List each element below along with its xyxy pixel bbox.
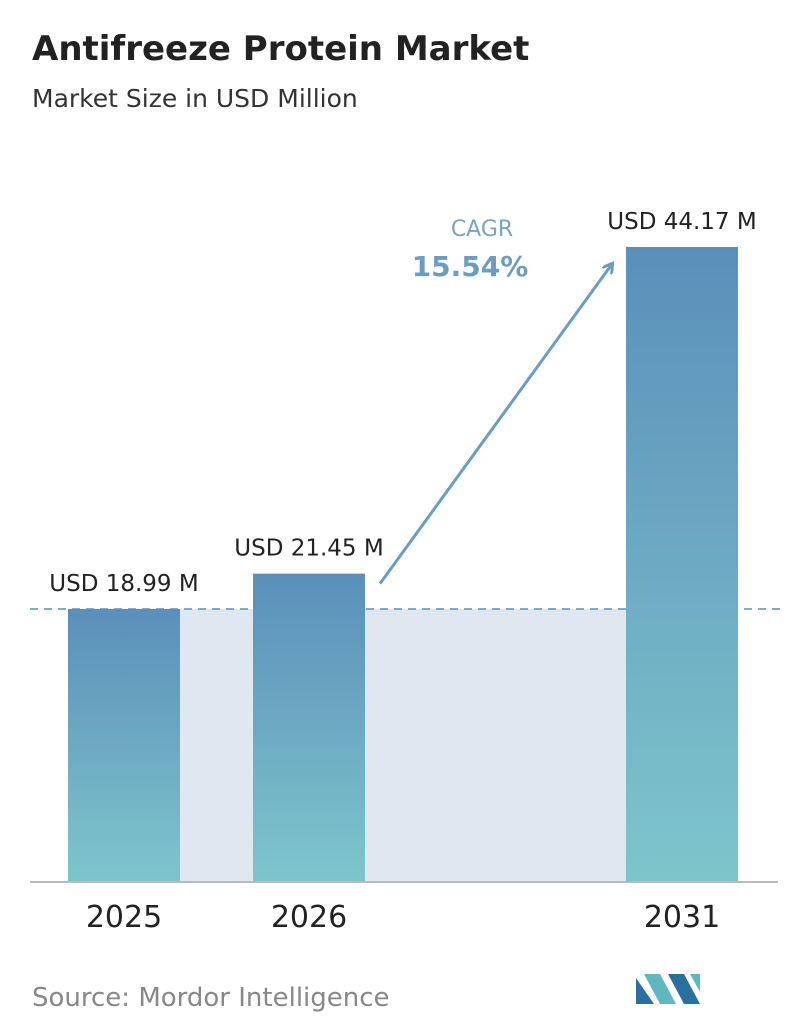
x-tick-label: 2031 <box>644 900 720 935</box>
chart-title: Antifreeze Protein Market <box>32 29 529 69</box>
cagr-label: CAGR <box>451 217 513 242</box>
bar <box>253 573 365 882</box>
value-label: USD 44.17 M <box>607 209 756 235</box>
cagr-arrow <box>378 264 612 585</box>
chart-subtitle: Market Size in USD Million <box>32 84 358 113</box>
value-label: USD 18.99 M <box>49 571 198 597</box>
value-label: USD 21.45 M <box>234 536 383 562</box>
x-tick-label: 2025 <box>86 900 162 935</box>
logo <box>636 974 700 1004</box>
source: Source: Mordor Intelligence <box>32 983 390 1013</box>
cagr-value: 15.54% <box>412 250 529 283</box>
x-tick-label: 2026 <box>271 900 347 935</box>
bar <box>68 608 180 882</box>
bar <box>626 247 738 882</box>
